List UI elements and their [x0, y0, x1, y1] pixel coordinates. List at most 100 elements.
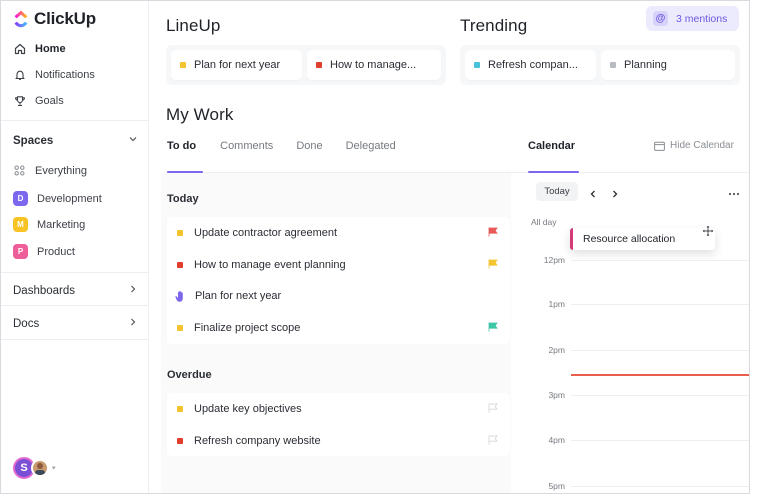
- task-row[interactable]: Refresh company website: [167, 425, 510, 457]
- tab-delegated[interactable]: Delegated: [345, 140, 396, 152]
- chevron-left-icon[interactable]: [588, 186, 598, 204]
- hour-label: 5pm: [548, 481, 565, 491]
- nav-label-notifications: Notifications: [35, 68, 95, 81]
- tab-calendar[interactable]: Calendar: [528, 140, 576, 152]
- calendar-tab-indicator: [528, 171, 579, 173]
- docs-header[interactable]: Docs: [13, 317, 138, 330]
- lineup-row: Plan for next year How to manage...: [166, 45, 446, 85]
- sidebar-item-product[interactable]: P Product: [13, 244, 75, 259]
- active-tab-indicator: [167, 171, 203, 173]
- spaces-header[interactable]: Spaces: [13, 134, 138, 147]
- at-icon: @: [653, 11, 668, 26]
- priority-flag-icon[interactable]: [488, 227, 498, 237]
- task-title: Plan for next year: [195, 290, 282, 303]
- task-title: How to manage event planning: [194, 258, 346, 271]
- mentions-button[interactable]: @ 3 mentions: [646, 6, 739, 31]
- app-window: ClickUp Home Notifications Goals Spaces: [0, 0, 750, 494]
- everything-label: Everything: [35, 164, 87, 177]
- mywork-title: My Work: [166, 105, 234, 124]
- nav-item-goals[interactable]: Goals: [13, 94, 64, 107]
- task-row[interactable]: Finalize project scope: [167, 312, 510, 344]
- hide-calendar-button[interactable]: Hide Calendar: [654, 140, 734, 151]
- calendar-event[interactable]: Resource allocation: [570, 228, 715, 250]
- all-day-label: All day: [531, 217, 557, 227]
- space-label: Marketing: [37, 218, 86, 231]
- chevron-down-icon[interactable]: [128, 134, 138, 147]
- hour-label: 1pm: [548, 299, 565, 309]
- spaces-label: Spaces: [13, 134, 54, 147]
- space-label: Development: [37, 192, 102, 205]
- nav-item-home[interactable]: Home: [13, 42, 66, 55]
- space-badge: D: [13, 191, 28, 206]
- sidebar-divider: [1, 339, 148, 340]
- lineup-item-label: Plan for next year: [194, 59, 281, 71]
- task-title: Finalize project scope: [194, 321, 301, 334]
- more-options-icon[interactable]: [728, 186, 740, 204]
- task-row[interactable]: How to manage event planning: [167, 249, 510, 281]
- space-badge: M: [13, 217, 28, 232]
- lineup-item[interactable]: How to manage...: [307, 50, 441, 80]
- tab-done[interactable]: Done: [296, 140, 323, 152]
- today-group-label: Today: [167, 193, 199, 205]
- nav-item-notifications[interactable]: Notifications: [13, 68, 95, 81]
- sidebar-item-marketing[interactable]: M Marketing: [13, 217, 85, 232]
- calendar-today-button[interactable]: Today: [536, 182, 578, 201]
- user-menu[interactable]: S ▾: [13, 457, 56, 479]
- status-square: [316, 62, 322, 68]
- priority-flag-icon[interactable]: [488, 259, 498, 269]
- trophy-icon: [13, 94, 26, 107]
- tab-comments[interactable]: Comments: [220, 140, 274, 152]
- lineup-item-label: How to manage...: [330, 59, 417, 71]
- sidebar-divider: [1, 120, 148, 121]
- overdue-task-list: Update key objectives Refresh company we…: [167, 393, 510, 457]
- mywork-tabs: To do Comments Done Delegated: [167, 140, 418, 152]
- sidebar-divider: [1, 272, 148, 273]
- trending-item[interactable]: Refresh compan...: [465, 50, 596, 80]
- docs-label: Docs: [13, 317, 40, 330]
- sidebar-divider: [1, 305, 148, 306]
- task-row[interactable]: Plan for next year: [167, 280, 510, 312]
- sidebar-item-everything[interactable]: Everything: [13, 164, 87, 177]
- priority-flag-icon[interactable]: [488, 322, 498, 332]
- hour-gridline: [571, 260, 749, 261]
- status-square: [177, 324, 183, 331]
- task-title: Update key objectives: [194, 402, 302, 415]
- caret-down-icon: ▾: [52, 465, 56, 472]
- chevron-right-icon[interactable]: [610, 186, 620, 204]
- trending-row: Refresh compan... Planning: [460, 45, 740, 85]
- clickup-logo[interactable]: ClickUp: [13, 9, 96, 29]
- priority-flag-empty-icon[interactable]: [488, 435, 498, 445]
- hour-label: 12pm: [543, 255, 565, 265]
- lineup-item[interactable]: Plan for next year: [171, 50, 302, 80]
- trending-item[interactable]: Planning: [601, 50, 735, 80]
- today-task-list: Update contractor agreement How to manag…: [167, 217, 510, 344]
- space-label: Product: [37, 245, 75, 258]
- avatar-photo: [31, 459, 49, 477]
- current-time-indicator: [571, 374, 749, 376]
- priority-flag-empty-icon[interactable]: [488, 403, 498, 413]
- status-square: [610, 62, 616, 68]
- space-badge: P: [13, 244, 28, 259]
- task-row[interactable]: Update key objectives: [167, 393, 510, 425]
- task-row[interactable]: Update contractor agreement: [167, 217, 510, 249]
- hour-gridline: [571, 304, 749, 305]
- status-square: [177, 437, 183, 444]
- tab-divider: [166, 172, 749, 173]
- calendar-panel: [526, 173, 749, 493]
- chevron-right-icon[interactable]: [128, 317, 138, 330]
- status-square: [177, 261, 183, 268]
- status-square: [177, 405, 183, 412]
- nav-label-home: Home: [35, 42, 66, 55]
- sidebar: ClickUp Home Notifications Goals Spaces: [1, 1, 149, 493]
- status-square: [474, 62, 480, 68]
- dashboards-header[interactable]: Dashboards: [13, 284, 138, 297]
- sidebar-item-development[interactable]: D Development: [13, 191, 102, 206]
- event-title: Resource allocation: [583, 233, 676, 245]
- chevron-right-icon[interactable]: [128, 284, 138, 297]
- task-title: Refresh company website: [194, 434, 321, 447]
- hour-label: 2pm: [548, 345, 565, 355]
- drag-hand-icon[interactable]: [174, 290, 187, 303]
- calendar-icon: [654, 141, 665, 151]
- tab-to-do[interactable]: To do: [167, 140, 197, 152]
- hour-gridline: [571, 440, 749, 441]
